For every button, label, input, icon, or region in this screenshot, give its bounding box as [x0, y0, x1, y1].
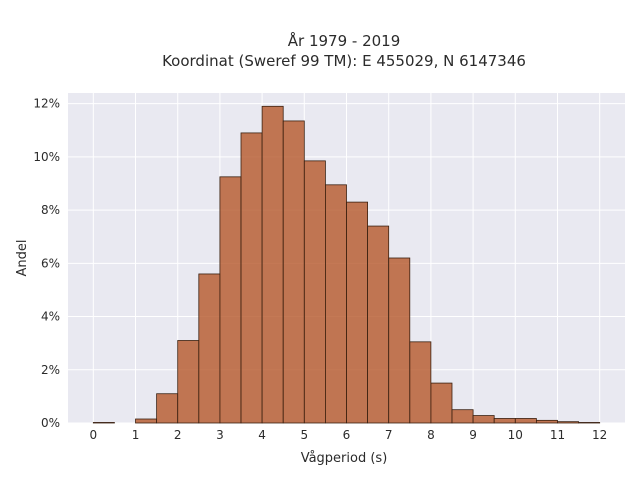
y-tick-label: 0%	[41, 416, 60, 430]
x-tick-label: 5	[300, 428, 308, 442]
histogram-bar	[282, 120, 305, 424]
x-tick-label: 12	[592, 428, 607, 442]
y-axis-ticks: 0% 2% 4% 6% 8% 10% 12%	[33, 97, 60, 430]
histogram-bar	[388, 257, 411, 424]
histogram-bar	[240, 132, 263, 424]
histogram-bar	[261, 105, 284, 424]
y-axis-label: Andel	[15, 240, 30, 277]
histogram-bar	[409, 341, 432, 424]
histogram-bars	[92, 105, 601, 424]
x-tick-label: 10	[508, 428, 523, 442]
x-tick-label: 1	[132, 428, 140, 442]
histogram-bar	[198, 273, 221, 424]
x-tick-label: 2	[174, 428, 182, 442]
histogram-bar	[303, 160, 326, 424]
y-tick-label: 2%	[41, 363, 60, 377]
histogram-bar	[367, 225, 390, 424]
histogram-bar	[493, 418, 516, 424]
y-tick-label: 6%	[41, 256, 60, 270]
x-tick-label: 0	[89, 428, 97, 442]
histogram-bar	[156, 393, 179, 424]
chart-subtitle: Koordinat (Sweref 99 TM): E 455029, N 61…	[162, 52, 526, 70]
histogram-bar	[219, 176, 242, 424]
histogram-bar	[177, 340, 200, 424]
x-axis-ticks: 0 1 2 3 4 5 6 7 8 9 10 11 12	[89, 428, 607, 442]
y-tick-label: 4%	[41, 310, 60, 324]
histogram-bar	[472, 415, 495, 424]
histogram-bar	[514, 418, 537, 424]
histogram-bar	[325, 184, 347, 424]
histogram-bar	[535, 419, 558, 424]
histogram-bar	[135, 418, 158, 424]
y-tick-label: 12%	[33, 97, 60, 111]
chart-title: År 1979 - 2019	[288, 31, 401, 50]
histogram-bar	[430, 382, 453, 424]
x-tick-label: 7	[385, 428, 393, 442]
x-axis-label: Vågperiod (s)	[301, 451, 388, 466]
x-tick-label: 9	[469, 428, 477, 442]
histogram-bar	[92, 422, 115, 424]
x-tick-label: 8	[427, 428, 435, 442]
histogram-bar	[578, 422, 601, 424]
histogram-bar	[451, 409, 474, 424]
x-tick-label: 3	[216, 428, 224, 442]
y-tick-label: 8%	[41, 203, 60, 217]
y-tick-label: 10%	[33, 150, 60, 164]
x-tick-label: 6	[343, 428, 351, 442]
histogram-bar	[557, 421, 579, 424]
x-tick-label: 4	[258, 428, 266, 442]
histogram-bar	[346, 201, 368, 424]
x-tick-label: 11	[550, 428, 565, 442]
